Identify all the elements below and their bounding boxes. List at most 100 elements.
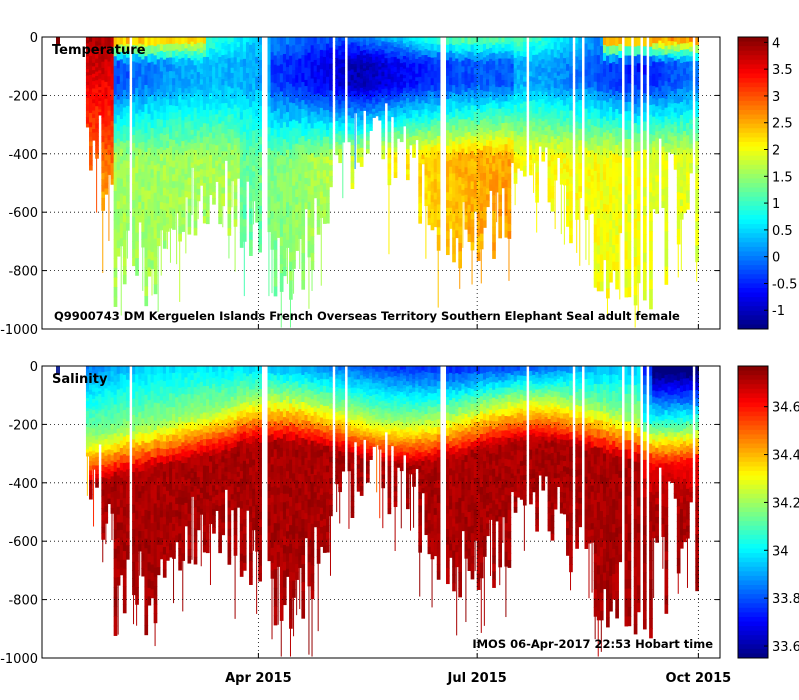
heat-cell [196,72,201,79]
heat-cell [298,159,302,168]
heat-cell [596,191,601,201]
heat-cell [633,199,638,210]
heat-cell [172,188,176,196]
heat-cell [258,190,262,199]
heat-cell [513,177,518,184]
heat-cell [381,128,386,134]
heat-cell [664,98,669,109]
heat-cell [399,51,404,57]
heat-cell [553,164,558,171]
heat-cell [372,100,376,104]
heat-cell [559,168,564,175]
heat-cell [396,109,401,114]
heat-cell [584,173,589,181]
heat-cell [418,76,422,85]
heat-spike [234,226,236,272]
heat-cell [381,149,386,155]
heat-cell [245,78,250,84]
heat-cell [655,194,659,202]
heat-cell [513,110,518,116]
heat-cell [498,72,503,81]
heat-cell [541,152,546,158]
heat-cell [119,74,124,83]
heat-cell [618,155,623,164]
heat-cell [162,135,167,144]
heat-cell [202,37,207,45]
heat-spike [293,268,295,294]
heat-cell [406,103,410,109]
heat-cell [169,200,173,209]
heat-cell [378,78,382,83]
heat-cell [181,92,186,101]
heat-cell [467,219,472,228]
heat-cell [590,37,595,44]
heat-cell [538,103,543,108]
heat-cell [141,81,146,91]
heat-cell [199,137,204,144]
heat-cell [541,125,546,131]
heat-cell [538,142,543,147]
heat-cell [412,148,416,154]
heat-cell [550,161,555,169]
heat-cell [467,139,472,148]
heat-cell [387,68,392,75]
heat-cell [138,202,142,210]
heat-cell [486,176,490,183]
heat-cell [424,37,429,44]
heat-cell [273,212,278,223]
heat-cell [584,147,589,155]
heat-cell [92,95,96,101]
heat-cell [402,68,407,73]
heat-cell [138,103,142,111]
heat-cell [184,42,189,50]
heat-cell [350,53,355,60]
heat-cell [298,173,302,182]
heat-cell [282,37,287,47]
heat-cell [273,175,278,186]
heat-spike [576,219,578,253]
heat-cell [353,64,358,68]
heat-cell [393,132,398,138]
heat-cell [452,93,456,102]
heat-cell [270,150,275,159]
heat-cell [252,177,256,184]
heat-cell [172,222,176,230]
heat-cell [636,194,641,205]
heat-cell [402,106,407,111]
heat-cell [424,97,429,104]
heat-cell [356,54,361,60]
heat-cell [279,245,284,256]
heat-cell [372,39,376,44]
heat-cell [209,183,213,190]
heat-cell [566,64,570,72]
heat-cell [150,127,155,137]
heat-cell [593,224,598,235]
heat-cell [190,148,195,154]
heat-cell [252,165,256,173]
heat-cell [464,57,469,66]
heat-cell [406,154,410,160]
heat-cell [304,37,309,44]
heat-cell [519,165,524,171]
heat-cell [279,64,284,74]
heat-cell [369,120,373,125]
heat-cell [101,129,106,137]
heat-cell [492,203,496,212]
heat-cell [529,115,533,122]
heat-cell [507,123,512,132]
heat-cell [393,57,398,63]
heat-cell [504,137,509,145]
heat-cell [159,57,164,66]
heat-cell [566,185,570,193]
heat-cell [156,163,161,172]
heat-cell [230,62,235,69]
heat-cell [587,138,592,146]
heat-cell [541,147,546,153]
heat-cell [535,166,539,174]
heat-cell [470,37,475,46]
heat-cell [353,88,358,92]
heat-cell [532,104,536,110]
heat-cell [421,68,426,74]
heat-cell [667,106,672,112]
heat-cell [501,176,506,183]
